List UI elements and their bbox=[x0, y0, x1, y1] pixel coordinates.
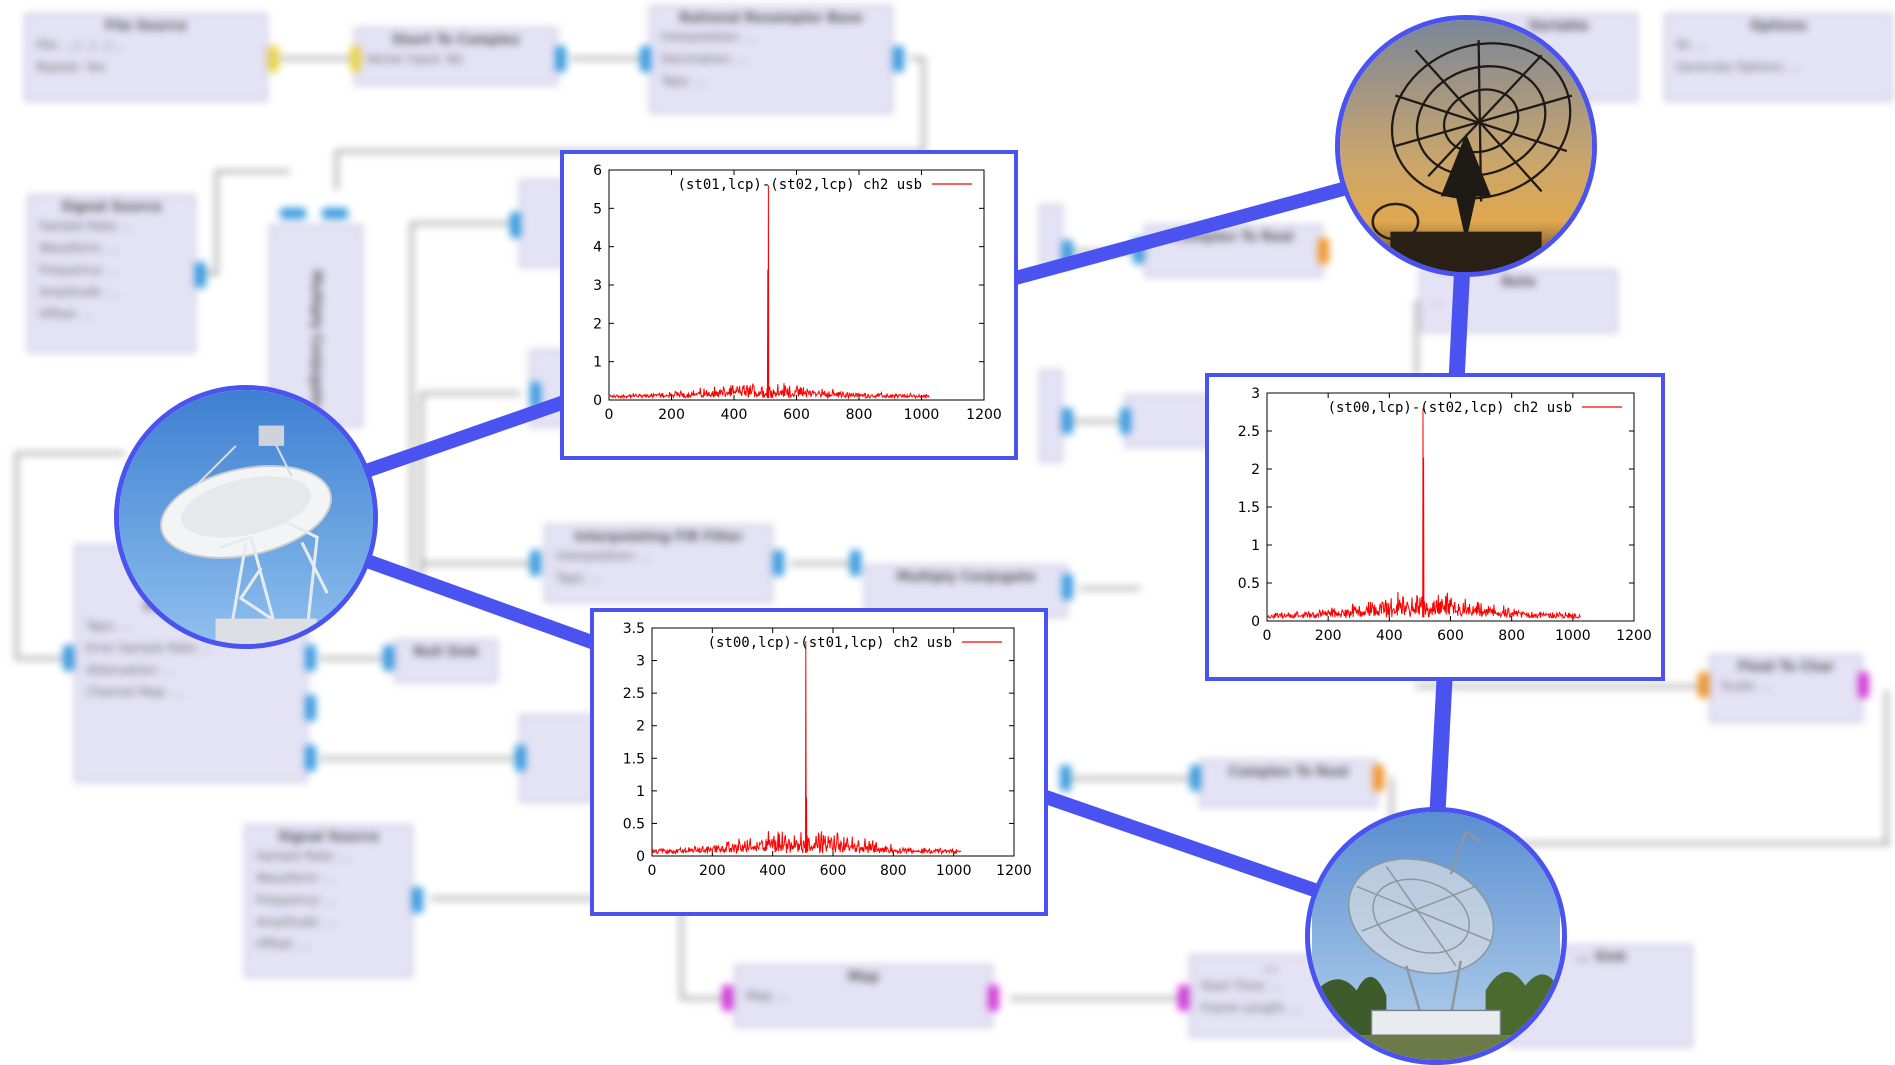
telescope-photo-bottom-right bbox=[1305, 807, 1567, 1065]
series-line bbox=[608, 185, 930, 400]
x-tick-label: 1000 bbox=[1555, 628, 1591, 644]
correlation-plot-st00-st01: 0 200 400 600 800 1000 1200 0 0.5 1 1.5 2 2.5 3 3.5 (st… bbox=[590, 608, 1048, 916]
x-tick-label: 600 bbox=[820, 863, 847, 879]
legend-label: (st01,lcp)-(st02,lcp) ch2 usb bbox=[678, 177, 922, 193]
x-tick-label: 400 bbox=[759, 863, 786, 879]
x-tick-label: 0 bbox=[648, 863, 657, 879]
plot-svg: 0 200 400 600 800 1000 1200 0 0.5 1 1.5 2 2.5 3 3.5 (st… bbox=[623, 621, 1032, 879]
x-tick-label: 800 bbox=[1498, 628, 1525, 644]
y-tick-label: 0 bbox=[636, 849, 645, 865]
y-tick-label: 0.5 bbox=[1238, 576, 1260, 592]
plot-frame bbox=[608, 169, 985, 401]
y-tick-label: 2.5 bbox=[623, 686, 645, 702]
y-tick-label: 1 bbox=[593, 355, 602, 371]
telescope-sunset-image bbox=[1340, 20, 1592, 272]
x-tick-label: 200 bbox=[658, 407, 685, 423]
series-line bbox=[1266, 408, 1581, 620]
y-tick-label: 5 bbox=[593, 201, 602, 217]
x-tick-label: 200 bbox=[699, 863, 726, 879]
y-tick-label: 0.5 bbox=[623, 816, 645, 832]
x-tick-label: 0 bbox=[605, 407, 614, 423]
plot-frame bbox=[1266, 392, 1635, 622]
x-tick-label: 600 bbox=[783, 407, 810, 423]
y-tick-label: 2 bbox=[1251, 462, 1260, 478]
x-tick-label: 1200 bbox=[1616, 628, 1652, 644]
plot-svg: 0 200 400 600 800 1000 1200 0 0.5 1 1.5 2 2.5 3 (st00,… bbox=[1238, 386, 1652, 644]
telescope-photo-top-right bbox=[1335, 15, 1597, 277]
plot-svg: 0 200 400 600 800 1000 1200 0 1 2 3 4 5 6 (st01,lcp)-(… bbox=[593, 163, 1002, 423]
y-tick-label: 0 bbox=[1251, 614, 1260, 630]
y-tick-label: 1 bbox=[1251, 538, 1260, 554]
y-tick-label: 1.5 bbox=[1238, 500, 1260, 516]
y-tick-label: 1.5 bbox=[623, 751, 645, 767]
telescope-photo-left bbox=[114, 385, 378, 649]
x-tick-label: 800 bbox=[846, 407, 873, 423]
telescope-building-image bbox=[1312, 812, 1560, 1060]
y-tick-label: 2.5 bbox=[1238, 424, 1260, 440]
x-tick-label: 200 bbox=[1315, 628, 1342, 644]
y-tick-label: 3 bbox=[1251, 386, 1260, 402]
legend-label: (st00,lcp)-(st02,lcp) ch2 usb bbox=[1328, 400, 1572, 416]
block-title: File Source bbox=[105, 19, 187, 34]
y-tick-label: 1 bbox=[636, 784, 645, 800]
x-tick-label: 1000 bbox=[904, 407, 940, 423]
y-tick-label: 4 bbox=[593, 240, 602, 256]
series-line bbox=[651, 640, 962, 856]
plot-frame bbox=[651, 627, 1015, 857]
legend-label: (st00,lcp)-(st01,lcp) ch2 usb bbox=[708, 635, 952, 651]
x-tick-label: 0 bbox=[1263, 628, 1272, 644]
correlation-plot-st01-st02: 0 200 400 600 800 1000 1200 0 1 2 3 4 5 6 (st01,lcp)-(… bbox=[560, 150, 1018, 460]
telescope-blue-sky-image bbox=[119, 390, 373, 644]
x-tick-label: 1200 bbox=[966, 407, 1002, 423]
x-tick-label: 400 bbox=[1376, 628, 1403, 644]
y-tick-label: 3.5 bbox=[623, 621, 645, 637]
y-tick-label: 3 bbox=[636, 654, 645, 670]
x-tick-label: 600 bbox=[1437, 628, 1464, 644]
x-tick-label: 400 bbox=[721, 407, 748, 423]
y-tick-label: 2 bbox=[636, 719, 645, 735]
y-tick-label: 2 bbox=[593, 316, 602, 332]
y-tick-label: 6 bbox=[593, 163, 602, 179]
x-tick-label: 1200 bbox=[996, 863, 1032, 879]
y-tick-label: 0 bbox=[593, 393, 602, 409]
correlation-plot-st00-st02: 0 200 400 600 800 1000 1200 0 0.5 1 1.5 2 2.5 3 (st00,… bbox=[1205, 373, 1665, 681]
y-tick-label: 3 bbox=[593, 278, 602, 294]
x-tick-label: 1000 bbox=[936, 863, 972, 879]
x-tick-label: 800 bbox=[880, 863, 907, 879]
